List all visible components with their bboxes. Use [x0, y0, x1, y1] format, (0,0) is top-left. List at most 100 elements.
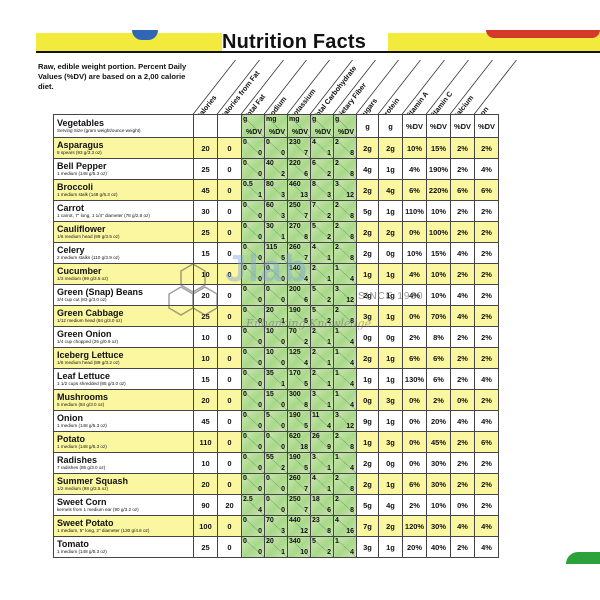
fiber-dv: 12 [346, 192, 354, 199]
fiber-amount: 3 [335, 286, 339, 293]
protein-value: 1g [378, 536, 403, 558]
sodium-dv: 0 [281, 507, 285, 514]
total-fat-dv: 0 [258, 234, 262, 241]
table-row: Bell Pepper 1 medium (148 g/5.3 oz) 25 0 0 0 4… [53, 158, 499, 180]
calories-from-fat-value: 0 [217, 410, 242, 432]
total-fat-amount: 0 [243, 391, 247, 398]
iron-value: 4% [474, 158, 499, 180]
potassium-amount: 460 [289, 181, 301, 188]
fiber-amount: 1 [335, 265, 339, 272]
potassium-cell: 250 7 [287, 200, 311, 222]
protein-value: 1g [378, 347, 403, 369]
carbohydrate-amount: 2 [312, 349, 316, 356]
sodium-amount: 115 [266, 244, 278, 251]
fiber-amount: 1 [335, 328, 339, 335]
calcium-value: 2% [450, 158, 475, 180]
serving-size: 1 1/2 cups shredded (85 g/3.0 oz) [57, 381, 126, 386]
potassium-cell: 190 5 [287, 452, 311, 474]
potassium-dv: 13 [300, 192, 308, 199]
sodium-amount: 0 [266, 265, 270, 272]
sodium-cell: 10 0 [264, 347, 288, 369]
sodium-amount: 0 [266, 496, 270, 503]
carbohydrate-amount: 2 [312, 328, 316, 335]
potassium-amount: 200 [289, 286, 301, 293]
sodium-cell: 35 1 [264, 368, 288, 390]
header-protein-unit: g [378, 114, 403, 138]
fiber-amount: 1 [335, 370, 339, 377]
potassium-amount: 620 [289, 433, 301, 440]
fiber-amount: 3 [335, 412, 339, 419]
iron-value: 2% [474, 242, 499, 264]
vitamin-a-value: 6% [402, 347, 427, 369]
fiber-cell: 4 16 [333, 515, 357, 537]
iron-value: 4% [474, 368, 499, 390]
total-fat-amount: 0 [243, 370, 247, 377]
header-fiber-amount: g [335, 116, 340, 123]
vitamin-c-value: 20% [426, 410, 451, 432]
calcium-value: 2% [450, 368, 475, 390]
carbohydrate-amount: 4 [312, 244, 316, 251]
fiber-dv: 12 [346, 297, 354, 304]
sodium-dv: 0 [281, 150, 285, 157]
carbohydrate-amount: 5 [312, 286, 316, 293]
sodium-dv: 0 [281, 486, 285, 493]
carbohydrate-dv: 2 [327, 297, 331, 304]
calories-from-fat-value: 0 [217, 452, 242, 474]
header-calcium-unit: %DV [450, 114, 475, 138]
sodium-dv: 3 [281, 528, 285, 535]
potassium-amount: 340 [289, 538, 301, 545]
serving-size: 1/3 medium (99 g/3.5 oz) [57, 276, 109, 281]
total-fat-dv: 4 [258, 507, 262, 514]
vitamin-a-value: 0% [402, 221, 427, 243]
sugars-value: 2g [356, 179, 379, 201]
sugars-value: 2g [356, 137, 379, 159]
vitamin-c-value: 6% [426, 368, 451, 390]
serving-size: 1 medium (148 g/5.3 oz) [57, 171, 107, 176]
protein-value: 2g [378, 137, 403, 159]
header-total-fat-cell: g %DV [241, 114, 265, 138]
vegetable-name-cell: Broccoli 1 medium stalk (148 g/5.3 oz) [53, 179, 194, 201]
sodium-dv: 5 [281, 255, 285, 262]
vegetable-name: Green Onion [57, 329, 112, 339]
table-row: Broccoli 1 medium stalk (148 g/5.3 oz) 45 0… [53, 179, 499, 201]
carbohydrate-dv: 2 [327, 234, 331, 241]
fiber-amount: 4 [335, 517, 339, 524]
serving-size: 7 radishes (85 g/3.0 oz) [57, 465, 106, 470]
vitamin-c-value: 190% [426, 158, 451, 180]
potassium-dv: 10 [300, 549, 308, 556]
fiber-dv: 4 [350, 339, 354, 346]
serving-size: kernels from 1 medium ear (90 g/3.2 oz) [57, 507, 139, 512]
calories-from-fat-value: 0 [217, 536, 242, 558]
total-fat-amount: 0.5 [243, 181, 253, 188]
header-carbohydrate-cell: g %DV [310, 114, 334, 138]
calcium-value: 0% [450, 389, 475, 411]
sodium-dv: 0 [281, 402, 285, 409]
fiber-dv: 12 [346, 423, 354, 430]
carbohydrate-amount: 23 [312, 517, 320, 524]
sodium-dv: 0 [281, 297, 285, 304]
table-row: Carrot 1 carrot, 7" long, 1 1/4" diameter… [53, 200, 499, 222]
calories-value: 10 [193, 452, 218, 474]
protein-value: 4g [378, 179, 403, 201]
potassium-cell: 170 5 [287, 368, 311, 390]
vegetable-name-cell: Summer Squash 1/2 medium (98 g/3.5 oz) [53, 473, 194, 495]
fiber-dv: 8 [350, 171, 354, 178]
calcium-value: 2% [450, 473, 475, 495]
fiber-dv: 8 [350, 444, 354, 451]
sodium-cell: 20 1 [264, 305, 288, 327]
potassium-amount: 270 [289, 223, 301, 230]
fiber-amount: 1 [335, 349, 339, 356]
calories-value: 15 [193, 242, 218, 264]
